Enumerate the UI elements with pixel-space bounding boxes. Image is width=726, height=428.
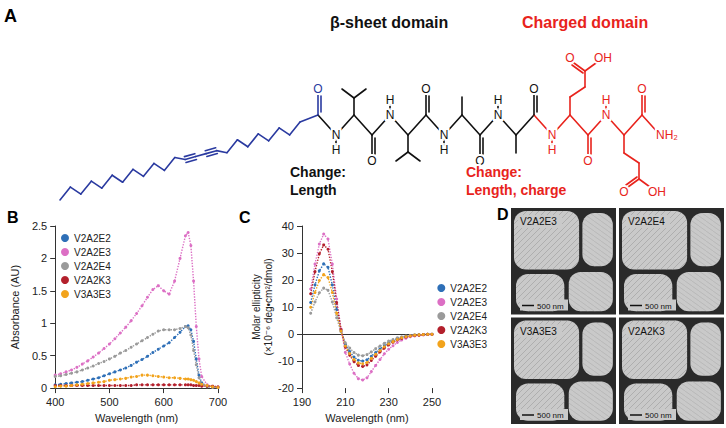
svg-text:V2A2K3: V2A2K3 <box>450 325 487 336</box>
svg-text:Wavelength (nm): Wavelength (nm) <box>325 412 408 424</box>
svg-text:V2A2E3: V2A2E3 <box>520 216 557 227</box>
svg-text:-20: -20 <box>278 382 294 394</box>
svg-text:V2A2K3: V2A2K3 <box>74 275 111 286</box>
svg-text:30: 30 <box>282 247 294 259</box>
svg-text:N: N <box>548 128 557 142</box>
svg-text:210: 210 <box>336 396 354 408</box>
svg-text:1: 1 <box>41 317 47 329</box>
svg-text:Wavelength (nm): Wavelength (nm) <box>95 412 178 424</box>
svg-text:500 nm: 500 nm <box>537 411 564 420</box>
svg-text:B: B <box>7 209 19 226</box>
svg-text:700: 700 <box>209 396 227 408</box>
svg-text:400: 400 <box>46 396 64 408</box>
svg-text:190: 190 <box>293 396 311 408</box>
svg-text:N: N <box>332 128 341 142</box>
svg-text:40: 40 <box>282 220 294 232</box>
svg-text:O: O <box>583 154 592 168</box>
svg-text:Change:: Change: <box>290 164 346 180</box>
svg-text:H: H <box>548 143 557 157</box>
svg-text:V3A3E3: V3A3E3 <box>74 289 111 300</box>
svg-text:N: N <box>602 108 611 122</box>
svg-text:0: 0 <box>288 328 294 340</box>
svg-text:V2A2E2: V2A2E2 <box>450 283 487 294</box>
svg-text:600: 600 <box>155 396 173 408</box>
svg-text:C: C <box>239 209 251 226</box>
svg-text:O: O <box>619 185 628 199</box>
svg-text:NH₂: NH₂ <box>656 128 678 142</box>
svg-text:2: 2 <box>41 252 47 264</box>
svg-text:0.5: 0.5 <box>32 350 47 362</box>
svg-text:250: 250 <box>423 396 441 408</box>
svg-text:Length: Length <box>290 182 337 198</box>
svg-text:500: 500 <box>100 396 118 408</box>
svg-text:H: H <box>332 143 341 157</box>
svg-text:O: O <box>421 82 430 96</box>
svg-text:A: A <box>4 6 17 26</box>
svg-text:H: H <box>440 143 449 157</box>
svg-text:V2A2K3: V2A2K3 <box>628 326 665 337</box>
svg-text:N: N <box>440 128 449 142</box>
svg-text:0: 0 <box>41 382 47 394</box>
svg-text:H: H <box>386 93 395 107</box>
svg-text:2.5: 2.5 <box>32 220 47 232</box>
svg-text:D: D <box>497 206 509 223</box>
svg-text:V3A3E3: V3A3E3 <box>450 339 487 350</box>
svg-text:500 nm: 500 nm <box>537 302 564 311</box>
svg-text:O: O <box>529 82 538 96</box>
svg-text:N: N <box>494 108 503 122</box>
svg-text:V2A2E2: V2A2E2 <box>74 233 111 244</box>
svg-text:O: O <box>475 154 485 168</box>
svg-text:Molar ellipticity: Molar ellipticity <box>251 274 262 340</box>
svg-text:20: 20 <box>282 274 294 286</box>
svg-text:V2A2E4: V2A2E4 <box>628 216 665 227</box>
svg-text:O: O <box>367 154 376 168</box>
svg-text:H: H <box>602 93 611 107</box>
svg-text:-10: -10 <box>278 355 294 367</box>
svg-text:500 nm: 500 nm <box>645 411 672 420</box>
svg-text:V2A2E4: V2A2E4 <box>74 261 111 272</box>
svg-text:O: O <box>313 82 322 96</box>
svg-text:H: H <box>494 93 503 107</box>
svg-text:230: 230 <box>379 396 397 408</box>
svg-text:Length, charge: Length, charge <box>466 182 567 198</box>
svg-text:O: O <box>637 82 646 96</box>
svg-text:OH: OH <box>648 185 666 199</box>
svg-text:Charged domain: Charged domain <box>522 14 648 31</box>
svg-text:N: N <box>386 108 395 122</box>
svg-text:V2A2E3: V2A2E3 <box>450 297 487 308</box>
svg-text:Absorbance (AU): Absorbance (AU) <box>9 265 21 349</box>
svg-text:Change:: Change: <box>466 164 522 180</box>
svg-text:O: O <box>565 51 574 65</box>
svg-text:V2A2E3: V2A2E3 <box>74 247 111 258</box>
svg-text:β-sheet domain: β-sheet domain <box>330 14 448 31</box>
svg-text:OH: OH <box>594 51 612 65</box>
svg-text:V3A3E3: V3A3E3 <box>520 326 557 337</box>
svg-text:(×10⁻⁶ deg•cm²/dmol): (×10⁻⁶ deg•cm²/dmol) <box>263 258 274 355</box>
svg-text:10: 10 <box>282 301 294 313</box>
svg-text:500 nm: 500 nm <box>645 302 672 311</box>
svg-text:1.5: 1.5 <box>32 285 47 297</box>
svg-text:V2A2E4: V2A2E4 <box>450 311 487 322</box>
